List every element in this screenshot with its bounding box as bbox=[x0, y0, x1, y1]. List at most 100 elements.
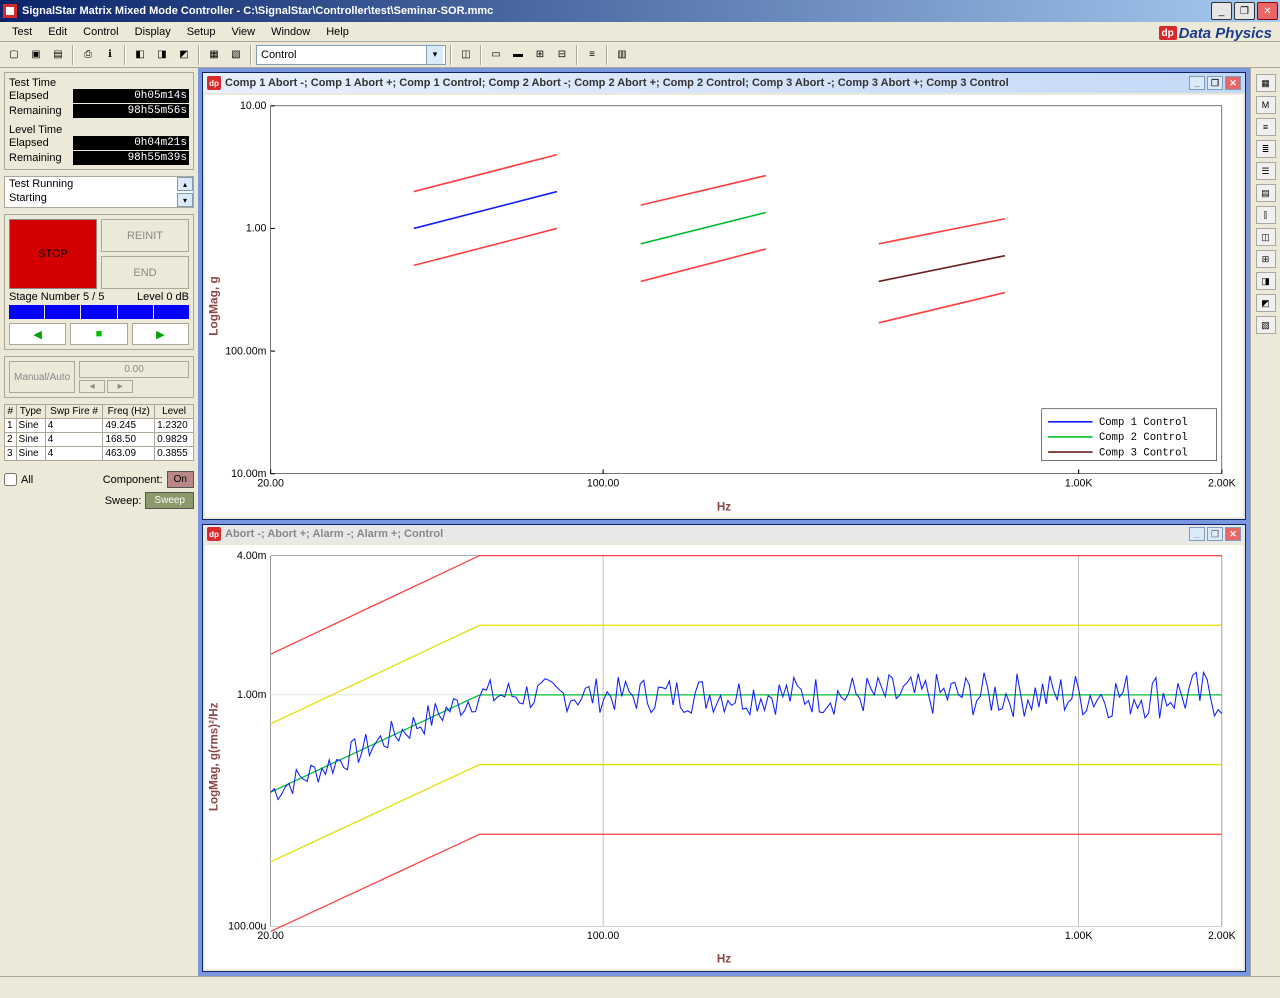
chart1-body: 10.00m100.00m1.0010.0020.00100.001.00K2.… bbox=[205, 95, 1243, 517]
stage-label: Stage Number 5 / 5 bbox=[9, 291, 104, 303]
menu-setup[interactable]: Setup bbox=[179, 24, 224, 40]
table-header: Level bbox=[155, 405, 194, 419]
level-elapsed-value: 0h04m21s bbox=[73, 136, 189, 150]
restore-button[interactable]: ❐ bbox=[1234, 2, 1255, 20]
svg-text:100.00: 100.00 bbox=[587, 930, 619, 942]
tool-a-icon[interactable]: ◧ bbox=[130, 45, 150, 65]
tool-k-icon[interactable]: ≡ bbox=[582, 45, 602, 65]
tool-help-icon[interactable]: ℹ bbox=[100, 45, 120, 65]
window-titlebar: SignalStar Matrix Mixed Mode Controller … bbox=[0, 0, 1280, 22]
chart2-min-button[interactable]: _ bbox=[1189, 527, 1205, 541]
status-down-button[interactable]: ▾ bbox=[177, 193, 193, 207]
app-icon bbox=[2, 3, 18, 19]
right-tool-5[interactable]: ▤ bbox=[1256, 184, 1276, 202]
svg-text:LogMag, g: LogMag, g bbox=[208, 276, 221, 335]
tool-new-icon[interactable]: ▢ bbox=[4, 45, 24, 65]
elapsed-label-2: Elapsed bbox=[9, 137, 69, 149]
chart2-max-button[interactable]: ❐ bbox=[1207, 527, 1223, 541]
status-line-2: Starting bbox=[5, 191, 193, 205]
close-button[interactable]: ✕ bbox=[1257, 2, 1278, 20]
chart1-max-button[interactable]: ❐ bbox=[1207, 76, 1223, 90]
svg-text:1.00: 1.00 bbox=[246, 223, 267, 235]
tool-save-icon[interactable]: ▤ bbox=[48, 45, 68, 65]
svg-text:Comp 2 Control: Comp 2 Control bbox=[1099, 432, 1188, 444]
menu-display[interactable]: Display bbox=[127, 24, 179, 40]
menu-edit[interactable]: Edit bbox=[40, 24, 75, 40]
table-header: Swp Fire # bbox=[45, 405, 103, 419]
tool-print-icon[interactable]: ⎙ bbox=[78, 45, 98, 65]
svg-text:Comp 3 Control: Comp 3 Control bbox=[1099, 447, 1188, 459]
sweep-table: #TypeSwp Fire #Freq (Hz)Level1Sine449.24… bbox=[4, 404, 194, 461]
right-tool-0[interactable]: ▦ bbox=[1256, 74, 1276, 92]
sweep-table-wrap: #TypeSwp Fire #Freq (Hz)Level1Sine449.24… bbox=[4, 404, 194, 461]
center-area: dp Comp 1 Abort -; Comp 1 Abort +; Comp … bbox=[198, 68, 1250, 976]
right-tool-2[interactable]: ≡ bbox=[1256, 118, 1276, 136]
menu-help[interactable]: Help bbox=[318, 24, 357, 40]
chart1-close-button[interactable]: ✕ bbox=[1225, 76, 1241, 90]
svg-text:2.00K: 2.00K bbox=[1208, 930, 1236, 942]
table-row[interactable]: 1Sine449.2451.2320 bbox=[5, 419, 194, 433]
brand-logo: dpData Physics bbox=[1159, 25, 1272, 41]
nav-play-button[interactable]: ■ bbox=[70, 323, 127, 345]
chart2-close-button[interactable]: ✕ bbox=[1225, 527, 1241, 541]
menu-test[interactable]: Test bbox=[4, 24, 40, 40]
table-row[interactable]: 2Sine4168.500.9829 bbox=[5, 433, 194, 447]
tool-i-icon[interactable]: ⊞ bbox=[530, 45, 550, 65]
tool-f-icon[interactable]: ◫ bbox=[456, 45, 476, 65]
step-up-button[interactable]: ▸ bbox=[107, 380, 133, 393]
tool-j-icon[interactable]: ⊟ bbox=[552, 45, 572, 65]
menu-view[interactable]: View bbox=[223, 24, 263, 40]
time-panel: Test Time Elapsed 0h05m14s Remaining 98h… bbox=[4, 72, 194, 170]
svg-text:100.00u: 100.00u bbox=[228, 921, 266, 933]
table-header: # bbox=[5, 405, 17, 419]
chart1-min-button[interactable]: _ bbox=[1189, 76, 1205, 90]
reinit-button[interactable]: REINIT bbox=[101, 219, 189, 252]
test-elapsed-value: 0h05m14s bbox=[73, 89, 189, 103]
right-tool-4[interactable]: ☰ bbox=[1256, 162, 1276, 180]
right-tool-6[interactable]: ⫿ bbox=[1256, 206, 1276, 224]
component-on-button[interactable]: On bbox=[167, 471, 194, 488]
all-checkbox[interactable] bbox=[4, 473, 17, 486]
table-row[interactable]: 3Sine4463.090.3855 bbox=[5, 447, 194, 461]
sweep-button[interactable]: Sweep bbox=[145, 492, 194, 509]
right-tool-11[interactable]: ▧ bbox=[1256, 316, 1276, 334]
control-panel: STOP REINIT END Stage Number 5 / 5 Level… bbox=[4, 214, 194, 350]
menu-window[interactable]: Window bbox=[263, 24, 318, 40]
right-tool-9[interactable]: ◨ bbox=[1256, 272, 1276, 290]
status-up-button[interactable]: ▴ bbox=[177, 177, 193, 191]
tool-l-icon[interactable]: ▥ bbox=[612, 45, 632, 65]
right-tool-1[interactable]: M bbox=[1256, 96, 1276, 114]
right-tool-7[interactable]: ◫ bbox=[1256, 228, 1276, 246]
toolbar-combo[interactable]: Control bbox=[256, 45, 446, 65]
menubar: Test Edit Control Display Setup View Win… bbox=[0, 22, 1280, 42]
tool-c-icon[interactable]: ◩ bbox=[174, 45, 194, 65]
svg-text:100.00m: 100.00m bbox=[225, 345, 266, 357]
tool-d-icon[interactable]: ▦ bbox=[204, 45, 224, 65]
right-tool-8[interactable]: ⊞ bbox=[1256, 250, 1276, 268]
remaining-label-2: Remaining bbox=[9, 152, 69, 164]
test-time-label: Test Time bbox=[9, 77, 189, 89]
minimize-button[interactable]: _ bbox=[1211, 2, 1232, 20]
right-tool-10[interactable]: ◩ bbox=[1256, 294, 1276, 312]
svg-text:1.00K: 1.00K bbox=[1065, 478, 1093, 490]
mode-toggle[interactable]: Manual/Auto bbox=[9, 361, 75, 393]
svg-text:1.00m: 1.00m bbox=[237, 689, 267, 701]
tool-open-icon[interactable]: ▣ bbox=[26, 45, 46, 65]
statusbar bbox=[0, 976, 1280, 998]
tool-g-icon[interactable]: ▭ bbox=[486, 45, 506, 65]
right-tool-3[interactable]: ≣ bbox=[1256, 140, 1276, 158]
nav-back-button[interactable]: ◀ bbox=[9, 323, 66, 345]
component-label: Component: bbox=[37, 474, 162, 486]
nav-fwd-button[interactable]: ▶ bbox=[132, 323, 189, 345]
step-down-button[interactable]: ◂ bbox=[79, 380, 105, 393]
chart-window-2: dp Abort -; Abort +; Alarm -; Alarm +; C… bbox=[202, 524, 1246, 972]
tool-e-icon[interactable]: ▧ bbox=[226, 45, 246, 65]
tool-b-icon[interactable]: ◨ bbox=[152, 45, 172, 65]
svg-text:Hz: Hz bbox=[717, 500, 731, 513]
end-button[interactable]: END bbox=[101, 256, 189, 289]
stop-button[interactable]: STOP bbox=[9, 219, 97, 289]
status-box: Test Running Starting ▴ ▾ bbox=[4, 176, 194, 208]
status-line-1: Test Running bbox=[5, 177, 193, 191]
tool-h-icon[interactable]: ▬ bbox=[508, 45, 528, 65]
menu-control[interactable]: Control bbox=[75, 24, 126, 40]
